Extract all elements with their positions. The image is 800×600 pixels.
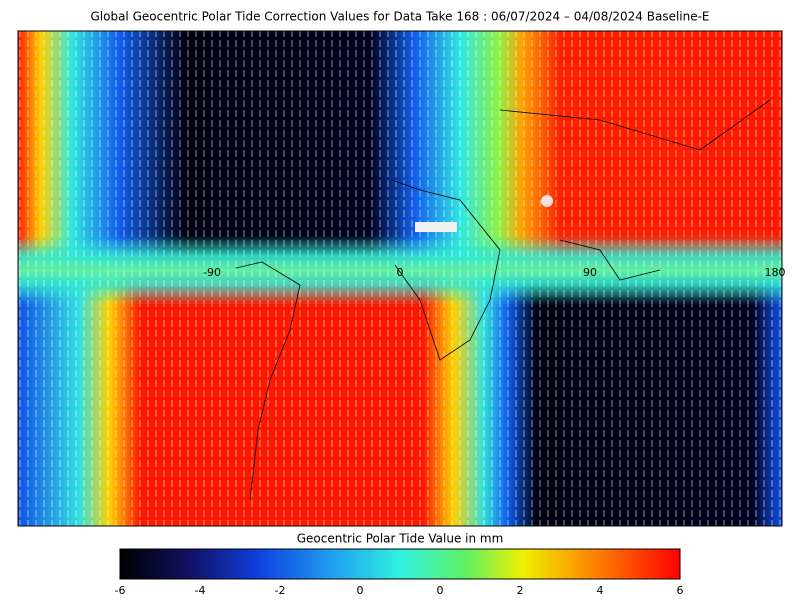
marker xyxy=(415,222,457,232)
colorbar-tick-label: 0 xyxy=(357,584,364,597)
colorbar-ticks: -6 -4 -2 0 0 2 4 6 xyxy=(115,584,684,597)
colorbar-tick-label: 2 xyxy=(517,584,524,597)
longitude-label: 0 xyxy=(397,266,404,279)
colorbar-tick-label: 6 xyxy=(677,584,684,597)
colorbar-tick-label: -4 xyxy=(195,584,206,597)
swath-pattern xyxy=(18,31,782,526)
colorbar-tick-label: 0 xyxy=(437,584,444,597)
colorbar-tick-label: -2 xyxy=(275,584,286,597)
map xyxy=(17,30,783,527)
title: Global Geocentric Polar Tide Correction … xyxy=(90,10,709,24)
longitude-labels: -90 0 90 180 xyxy=(203,266,785,279)
colorbar-tick-label: -6 xyxy=(115,584,126,597)
longitude-label: -90 xyxy=(203,266,221,279)
colorbar xyxy=(119,548,681,580)
coastline xyxy=(235,99,771,501)
longitude-label: 90 xyxy=(583,266,597,279)
colorbar-label: Geocentric Polar Tide Value in mm xyxy=(297,532,504,546)
marker xyxy=(541,195,553,207)
map-frame xyxy=(17,30,783,527)
longitude-label: 180 xyxy=(765,266,786,279)
colorbar-tick-label: 4 xyxy=(597,584,604,597)
